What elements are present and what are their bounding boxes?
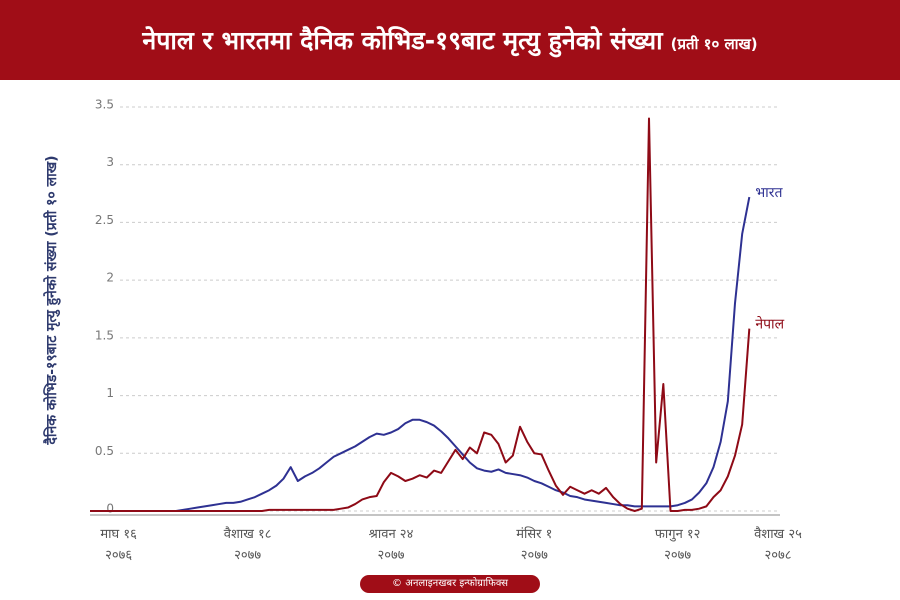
chart-title: नेपाल र भारतमा दैनिक कोभिड-१९बाट मृत्यु … (142, 26, 663, 55)
x-tick-label: फागुन १२ २०७७ (654, 527, 701, 563)
header: नेपाल र भारतमा दैनिक कोभिड-१९बाट मृत्यु … (0, 0, 900, 80)
chart-subtitle: (प्रती १० लाख) (670, 35, 758, 53)
y-tick-label: 2 (106, 271, 114, 285)
y-tick-label: 3.5 (95, 98, 114, 112)
y-tick-label: 0.5 (95, 444, 114, 458)
y-tick-label: 0 (106, 502, 114, 516)
x-tick-label: वैशाख २५ २०७८ (754, 527, 802, 563)
source-badge: © अनलाइनखबर इन्फोग्राफिक्स (360, 575, 540, 593)
y-tick-label: 3 (106, 155, 114, 169)
y-tick-label: 1.5 (95, 328, 114, 342)
x-tick-label: वैशाख १८ २०७७ (223, 527, 272, 563)
series-label: भारत (755, 185, 783, 201)
series-line (90, 117, 751, 512)
y-tick-label: 1 (106, 386, 114, 400)
x-tick-label: माघ १६ २०७६ (100, 527, 137, 563)
y-axis-label: दैनिक कोभिड-१९बाट मृत्यु हुनेको संख्या (… (43, 155, 61, 445)
x-tick-label: श्रावन २४ २०७७ (368, 527, 414, 563)
series-line (90, 196, 751, 512)
y-tick-label: 2.5 (95, 213, 114, 227)
x-tick-label: मंसिर १ २०७७ (516, 527, 553, 563)
series-label: नेपाल (755, 316, 784, 333)
